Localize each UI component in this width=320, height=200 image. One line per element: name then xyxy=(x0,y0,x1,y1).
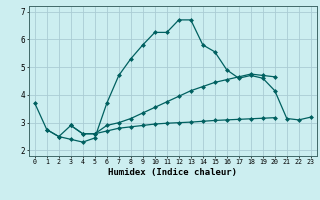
X-axis label: Humidex (Indice chaleur): Humidex (Indice chaleur) xyxy=(108,168,237,177)
